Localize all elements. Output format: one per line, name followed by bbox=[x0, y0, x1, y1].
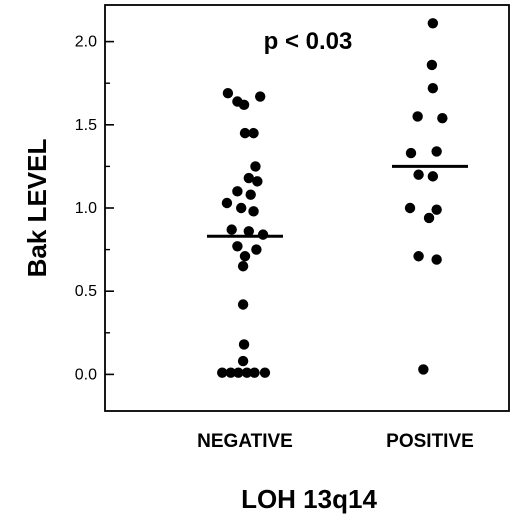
data-point bbox=[255, 91, 266, 102]
data-point bbox=[222, 87, 234, 99]
data-point bbox=[239, 251, 251, 262]
data-point bbox=[236, 202, 247, 214]
x-category-label: POSITIVE bbox=[386, 431, 474, 452]
data-point bbox=[426, 59, 438, 71]
x-category-label: NEGATIVE bbox=[197, 431, 293, 452]
data-point bbox=[226, 224, 237, 235]
y-tick-label: 1.0 bbox=[75, 200, 97, 217]
data-points bbox=[217, 18, 448, 378]
y-axis-ticks: 0.0 0.5 1.0 1.5 2.0 bbox=[75, 34, 114, 383]
data-point bbox=[217, 367, 228, 378]
data-point bbox=[404, 202, 416, 214]
data-point bbox=[250, 161, 261, 172]
data-point bbox=[243, 226, 254, 237]
data-point bbox=[233, 367, 244, 378]
data-point bbox=[248, 127, 259, 139]
data-point bbox=[431, 254, 442, 265]
y-tick-label: 1.5 bbox=[75, 117, 97, 134]
data-point bbox=[225, 367, 236, 378]
data-point bbox=[412, 111, 423, 122]
data-point bbox=[431, 146, 442, 157]
y-tick-label: 2.0 bbox=[75, 34, 97, 51]
data-point bbox=[437, 112, 448, 124]
data-point bbox=[259, 367, 271, 378]
data-point bbox=[257, 229, 269, 240]
x-axis-title: LOH 13q14 bbox=[241, 484, 377, 514]
y-tick-label: 0.5 bbox=[75, 283, 97, 300]
data-point bbox=[427, 18, 439, 29]
data-point bbox=[237, 355, 249, 367]
data-point bbox=[221, 197, 233, 209]
y-axis-title: Bak LEVEL bbox=[22, 139, 52, 278]
data-point bbox=[238, 339, 250, 350]
data-point bbox=[232, 241, 243, 252]
data-point bbox=[427, 82, 439, 94]
data-point bbox=[423, 212, 435, 224]
data-point bbox=[405, 147, 417, 159]
data-point bbox=[252, 176, 263, 187]
median-lines bbox=[207, 164, 468, 238]
data-point bbox=[418, 364, 429, 375]
p-value-annotation: p < 0.03 bbox=[264, 28, 353, 55]
data-point bbox=[245, 189, 256, 200]
data-point bbox=[241, 367, 253, 378]
data-point bbox=[251, 244, 262, 255]
x-axis-category-labels: NEGATIVE POSITIVE bbox=[197, 431, 474, 452]
data-point bbox=[413, 169, 424, 180]
data-point bbox=[238, 99, 250, 111]
data-point bbox=[243, 172, 254, 184]
data-point bbox=[239, 127, 251, 139]
data-point bbox=[431, 204, 442, 215]
y-tick-label: 0.0 bbox=[75, 366, 97, 383]
data-point bbox=[248, 206, 259, 217]
data-point bbox=[237, 299, 249, 310]
plot-frame bbox=[104, 4, 510, 412]
data-point bbox=[413, 251, 424, 262]
data-point bbox=[232, 186, 243, 197]
data-point bbox=[237, 261, 249, 272]
data-point bbox=[427, 171, 439, 182]
data-point bbox=[249, 367, 260, 378]
